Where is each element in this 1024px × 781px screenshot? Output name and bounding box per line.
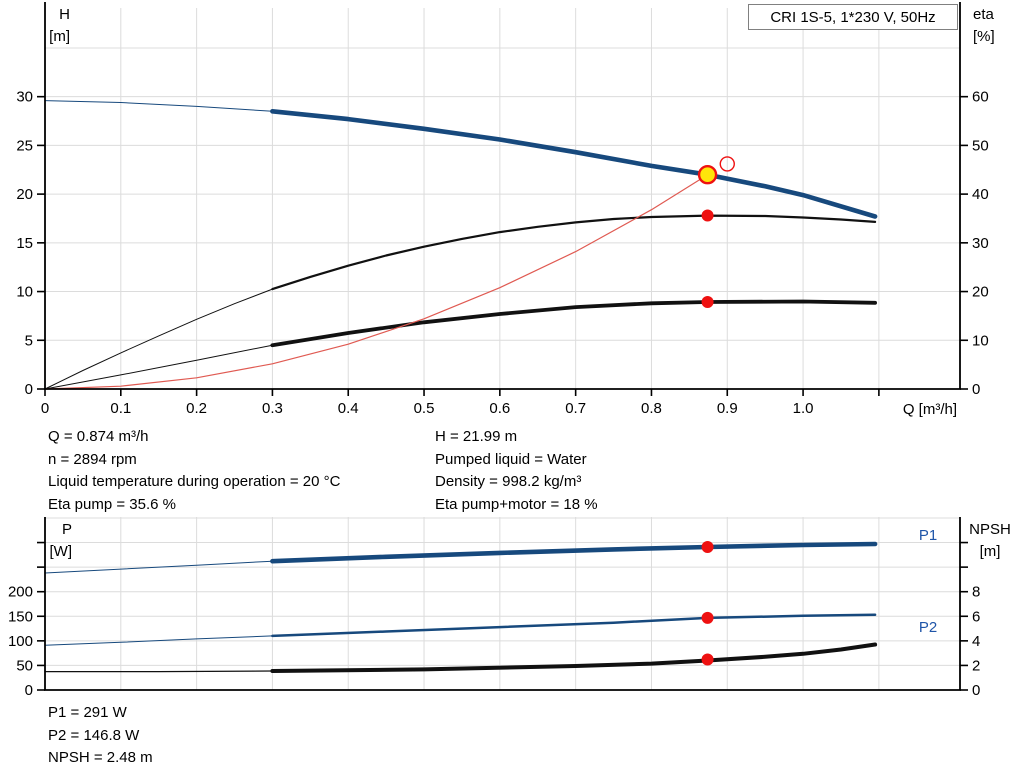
liquid-temperature-value: Liquid temperature during operation = 20…: [48, 473, 341, 490]
tick-label: 0.7: [565, 400, 586, 417]
qh-eta-chart: 0 0.1 0.2 0.3 0.4 0.5 0.6 0.7 0.8 0.9 1.0 0 5 10 15 20 2…: [16, 2, 989, 417]
eta-axis-label: eta [%]: [973, 6, 995, 45]
tick-label: 25: [16, 137, 33, 154]
h-curve: [270, 109, 878, 219]
tick-label: 0: [25, 381, 33, 398]
flow-value: Q = 0.874 m³/h: [48, 428, 149, 445]
tick-label: 0: [972, 682, 980, 699]
head-value: H = 21.99 m: [435, 428, 518, 445]
tick-label: 0: [25, 682, 33, 699]
tick-label: 5: [25, 332, 33, 349]
tick-label: 40: [972, 186, 989, 203]
power-data: P1 = 291 W P2 = 146.8 W NPSH = 2.48 m: [48, 702, 153, 770]
tick-label: 2: [972, 657, 980, 674]
tick-label: 20: [16, 186, 33, 203]
tick-label: 10: [16, 284, 33, 301]
p1-curve: [270, 541, 878, 564]
q-axis-label: Q [m³/h]: [902, 401, 957, 418]
tick-label: 30: [16, 89, 33, 106]
p2-curve-label: P2: [919, 619, 937, 636]
tick-label: 50: [16, 657, 33, 674]
pump-title-box: CRI 1S-5, 1*230 V, 50Hz: [748, 4, 958, 30]
speed-value: n = 2894 rpm: [48, 450, 137, 468]
tick-label: 0.5: [414, 400, 435, 417]
eta-pump-motor-value: Eta pump+motor = 18 %: [435, 495, 598, 513]
tick-label: 0.1: [110, 400, 131, 417]
tick-label: 1.0: [793, 400, 814, 417]
tick-label: 0.9: [717, 400, 738, 417]
eta-pump-motor-curve-thin: [44, 344, 273, 390]
p2-curve-thin: [44, 635, 273, 646]
tick-label: 20: [972, 284, 989, 301]
pumped-liquid-value: Pumped liquid = Water: [435, 450, 587, 468]
p2-point: [701, 611, 714, 624]
tick-label: 200: [8, 584, 33, 601]
operating-data-left: Q = 0.874 m³/h n = 2894 rpm Liquid tempe…: [48, 426, 340, 516]
p2-value: P2 = 146.8 W: [48, 726, 140, 744]
tick-label: 0.6: [489, 400, 510, 417]
eta-pump-value: Eta pump = 35.6 %: [48, 495, 176, 513]
eta-pump-point: [701, 209, 714, 222]
operating-data-right: H = 21.99 m Pumped liquid = Water Densit…: [435, 426, 598, 516]
eta-pump-curve-thin: [44, 288, 273, 390]
tick-label: 0.2: [186, 400, 207, 417]
npsh-curve-thin: [44, 670, 273, 673]
p2-curve: [271, 613, 877, 638]
tick-label: 0: [41, 400, 49, 417]
tick-label: 15: [16, 235, 33, 252]
tick-label: 150: [8, 608, 33, 625]
power-npsh-chart: 0 50 100 150 200 0 2 4 6 8 P1 P2: [8, 517, 980, 699]
tick-label: 8: [972, 584, 980, 601]
h-axis-label: H [m]: [49, 6, 70, 45]
p1-curve-thin: [44, 560, 273, 574]
qh-eta-plot-area[interactable]: [45, 8, 960, 389]
tick-label: 6: [972, 608, 980, 625]
power-npsh-plot-area[interactable]: [45, 517, 960, 690]
density-value: Density = 998.2 kg/m³: [435, 473, 582, 490]
p1-value: P1 = 291 W: [48, 704, 127, 721]
tick-label: 0.4: [338, 400, 359, 417]
eta-pump-motor-curve: [270, 299, 877, 348]
tick-label: 50: [972, 137, 989, 154]
pump-title: CRI 1S-5, 1*230 V, 50Hz: [770, 8, 936, 26]
npsh-value: NPSH = 2.48 m: [48, 749, 153, 766]
p1-curve-label: P1: [919, 527, 937, 544]
tick-label: 0.8: [641, 400, 662, 417]
duty-point[interactable]: [697, 165, 718, 185]
eta-pump-motor-point: [701, 296, 714, 309]
system-curve: [44, 174, 709, 390]
tick-label: 100: [8, 633, 33, 650]
tick-label: 4: [972, 633, 980, 650]
tick-label: 10: [972, 332, 989, 349]
eta-pump-curve: [271, 214, 877, 291]
h-curve-thin: [44, 100, 273, 112]
tick-label: 30: [972, 235, 989, 252]
tick-label: 0: [972, 381, 980, 398]
npsh-axis-label: NPSH [m]: [969, 521, 1011, 560]
npsh-point: [701, 653, 714, 666]
tick-label: 60: [972, 89, 989, 106]
p1-point: [701, 540, 714, 553]
p-axis-label: P [W]: [49, 521, 73, 560]
rated-point: [719, 156, 735, 172]
tick-label: 0.3: [262, 400, 283, 417]
